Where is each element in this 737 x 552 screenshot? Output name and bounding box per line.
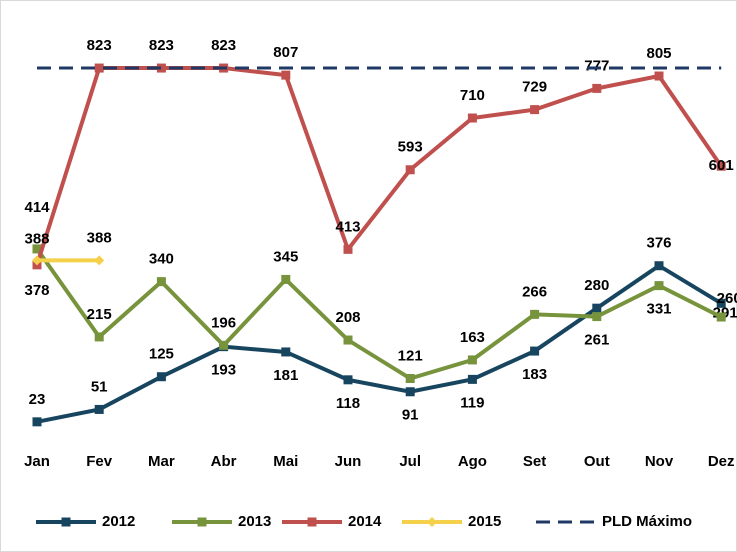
marker bbox=[32, 417, 42, 427]
legend-marker bbox=[61, 517, 71, 527]
data-label: 710 bbox=[460, 87, 485, 104]
marker bbox=[654, 281, 664, 291]
x-tick-label: Dez bbox=[708, 453, 735, 470]
data-label: 414 bbox=[24, 199, 50, 216]
marker bbox=[219, 340, 229, 350]
x-tick-label: Jan bbox=[24, 453, 50, 470]
marker bbox=[94, 63, 104, 73]
data-label: 823 bbox=[211, 37, 236, 54]
data-label: 23 bbox=[29, 391, 46, 408]
x-tick-label: Jun bbox=[335, 453, 362, 470]
marker bbox=[405, 387, 415, 397]
data-label: 125 bbox=[149, 346, 174, 363]
marker bbox=[281, 347, 291, 357]
legend-label: PLD Máximo bbox=[602, 513, 692, 530]
marker bbox=[281, 70, 291, 80]
marker bbox=[32, 255, 42, 266]
x-tick-label: Abr bbox=[211, 453, 237, 470]
data-label: 280 bbox=[584, 277, 609, 294]
x-tick-label: Nov bbox=[645, 453, 674, 470]
marker bbox=[592, 312, 602, 322]
x-tick-label: Mar bbox=[148, 453, 175, 470]
data-label: 215 bbox=[87, 306, 112, 323]
x-tick-label: Ago bbox=[458, 453, 487, 470]
marker bbox=[530, 309, 540, 319]
marker bbox=[94, 332, 104, 342]
marker bbox=[716, 161, 726, 171]
series-line bbox=[36, 263, 723, 424]
marker bbox=[405, 165, 415, 175]
legend-label: 2014 bbox=[348, 513, 382, 530]
data-label: 593 bbox=[398, 139, 423, 156]
marker bbox=[716, 312, 726, 322]
series-line bbox=[35, 247, 723, 381]
data-label: 91 bbox=[402, 407, 419, 424]
data-label: 388 bbox=[87, 229, 112, 246]
marker bbox=[281, 274, 291, 284]
data-label: 345 bbox=[273, 248, 298, 265]
marker bbox=[32, 244, 42, 254]
data-label: 261 bbox=[584, 332, 609, 349]
marker bbox=[467, 355, 477, 365]
data-label: 805 bbox=[646, 45, 671, 62]
data-label: 119 bbox=[460, 394, 484, 411]
marker bbox=[654, 71, 664, 81]
legend-marker bbox=[307, 517, 317, 527]
marker bbox=[94, 255, 105, 266]
marker bbox=[530, 346, 540, 356]
legend-marker bbox=[197, 517, 207, 527]
data-label: 388 bbox=[24, 230, 49, 247]
marker bbox=[343, 335, 353, 345]
data-label: 121 bbox=[398, 347, 423, 364]
data-label: 823 bbox=[149, 37, 174, 54]
legend-label: 2012 bbox=[102, 513, 135, 530]
legend-marker bbox=[427, 517, 437, 527]
marker bbox=[467, 374, 477, 384]
marker bbox=[592, 83, 602, 93]
x-tick-label: Fev bbox=[86, 453, 113, 470]
x-tick-label: Mai bbox=[273, 453, 298, 470]
marker bbox=[156, 277, 166, 287]
data-label: 413 bbox=[335, 218, 360, 235]
marker bbox=[156, 372, 166, 382]
marker bbox=[592, 303, 602, 313]
data-label: 807 bbox=[273, 44, 298, 61]
legend-label: 2015 bbox=[468, 513, 501, 530]
marker bbox=[94, 404, 104, 414]
x-tick-label: Jul bbox=[399, 453, 421, 470]
data-label: 208 bbox=[335, 309, 360, 326]
marker bbox=[405, 373, 415, 383]
data-label: 193 bbox=[211, 362, 236, 379]
data-label: 163 bbox=[460, 329, 485, 346]
data-label: 376 bbox=[646, 235, 671, 252]
data-label: 601 bbox=[709, 157, 734, 174]
data-label: 266 bbox=[522, 283, 547, 300]
marker bbox=[467, 113, 477, 123]
data-label: 340 bbox=[149, 251, 174, 268]
marker bbox=[343, 244, 353, 254]
marker bbox=[530, 105, 540, 115]
data-label: 181 bbox=[273, 367, 298, 384]
x-tick-label: Set bbox=[523, 453, 546, 470]
data-label: 378 bbox=[24, 282, 49, 299]
marker bbox=[654, 261, 664, 271]
marker bbox=[343, 375, 353, 385]
data-label: 196 bbox=[211, 314, 236, 331]
marker bbox=[716, 298, 726, 308]
data-label: 183 bbox=[522, 366, 547, 383]
data-label: 118 bbox=[336, 395, 360, 412]
data-label: 729 bbox=[522, 79, 547, 96]
legend-label: 2013 bbox=[238, 513, 271, 530]
data-label: 331 bbox=[646, 301, 671, 318]
x-tick-label: Out bbox=[584, 453, 610, 470]
data-label: 777 bbox=[584, 57, 609, 74]
marker bbox=[156, 63, 166, 73]
data-label: 51 bbox=[91, 378, 108, 395]
data-label: 823 bbox=[87, 37, 112, 54]
data-label: 260 bbox=[717, 290, 737, 307]
